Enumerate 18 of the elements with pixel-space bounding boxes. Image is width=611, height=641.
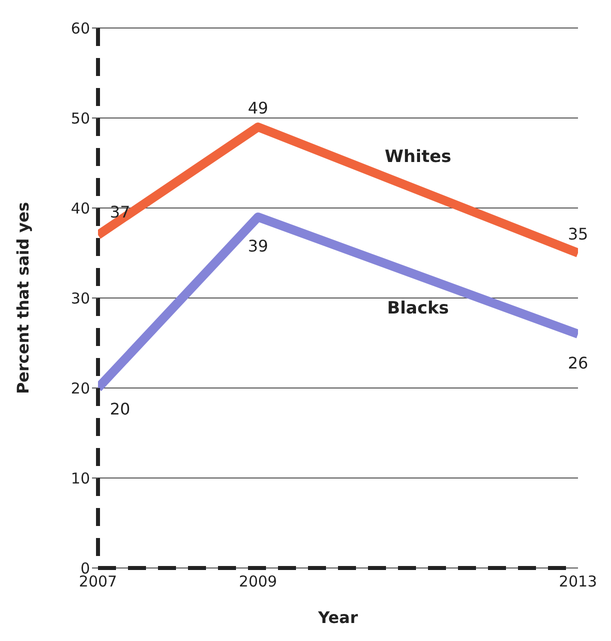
data-label: 49 [248,98,268,118]
x-tick-label: 2009 [238,572,278,591]
y-tick-label: 30 [70,289,90,308]
x-tick-label: 2007 [78,572,118,591]
y-tick-label: 10 [70,469,90,488]
x-axis-title: Year [317,608,358,627]
y-tick-label: 60 [70,19,90,38]
y-tick-label: 50 [70,109,90,128]
y-axis-title: Percent that said yes [14,202,33,394]
series-label: Whites [384,147,452,167]
data-label: 20 [110,399,130,418]
data-label: 39 [248,236,268,256]
y-tick-label: 40 [70,199,90,218]
x-tick-label: 2013 [558,572,598,591]
series-label: Blacks [387,298,449,318]
y-tick-label: 20 [70,379,90,398]
data-label: 26 [568,353,588,372]
data-label: 35 [568,224,588,244]
